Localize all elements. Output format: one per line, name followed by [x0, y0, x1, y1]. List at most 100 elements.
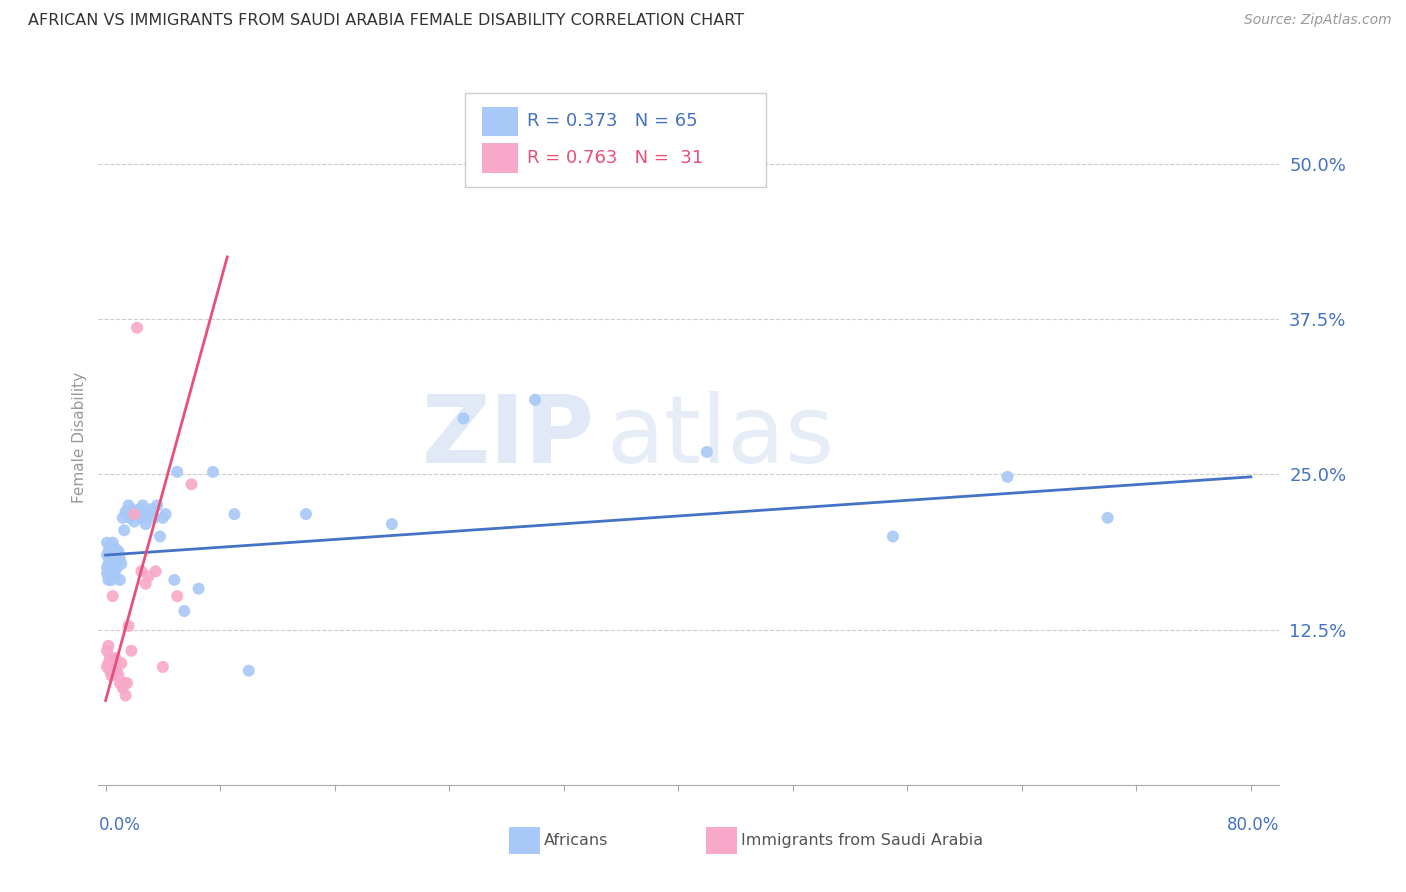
- Point: [155, 507, 177, 521]
- FancyBboxPatch shape: [482, 106, 517, 136]
- Point: [97, 564, 120, 578]
- Point: [129, 502, 152, 516]
- Point: [103, 660, 125, 674]
- Point: [238, 664, 260, 678]
- Point: [108, 551, 131, 566]
- Point: [100, 657, 122, 671]
- Point: [98, 540, 121, 554]
- Point: [131, 511, 153, 525]
- Point: [108, 676, 131, 690]
- Point: [146, 499, 169, 513]
- Text: 80.0%: 80.0%: [1227, 816, 1279, 834]
- Point: [224, 507, 246, 521]
- Point: [187, 582, 209, 596]
- Point: [152, 660, 174, 674]
- Point: [110, 657, 132, 671]
- Point: [114, 505, 136, 519]
- Point: [110, 557, 132, 571]
- Text: Immigrants from Saudi Arabia: Immigrants from Saudi Arabia: [741, 833, 983, 847]
- Point: [101, 589, 124, 603]
- Point: [97, 544, 120, 558]
- Point: [122, 515, 145, 529]
- Point: [125, 507, 148, 521]
- FancyBboxPatch shape: [464, 93, 766, 186]
- Text: R = 0.373   N = 65: R = 0.373 N = 65: [527, 112, 697, 130]
- Point: [100, 544, 122, 558]
- Point: [98, 569, 121, 583]
- Point: [101, 564, 124, 578]
- Text: atlas: atlas: [606, 391, 835, 483]
- Point: [138, 507, 160, 521]
- Point: [145, 564, 167, 578]
- Point: [135, 516, 157, 531]
- Point: [453, 411, 475, 425]
- Point: [104, 541, 127, 556]
- Point: [96, 660, 118, 674]
- Point: [104, 569, 127, 583]
- Point: [166, 589, 188, 603]
- Point: [117, 619, 139, 633]
- Point: [97, 557, 120, 571]
- Point: [101, 535, 124, 549]
- Point: [122, 507, 145, 521]
- Point: [115, 507, 138, 521]
- Point: [149, 529, 172, 543]
- Point: [101, 651, 124, 665]
- Point: [105, 560, 128, 574]
- Point: [96, 566, 118, 581]
- Point: [115, 676, 138, 690]
- Point: [111, 681, 134, 695]
- Text: 0.0%: 0.0%: [98, 816, 141, 834]
- Point: [105, 548, 128, 562]
- Point: [173, 604, 195, 618]
- Point: [997, 470, 1019, 484]
- Point: [381, 516, 404, 531]
- Point: [104, 651, 127, 665]
- Point: [125, 320, 148, 334]
- Point: [107, 544, 129, 558]
- Point: [882, 529, 904, 543]
- Point: [101, 569, 124, 583]
- Point: [96, 535, 118, 549]
- Text: Source: ZipAtlas.com: Source: ZipAtlas.com: [1244, 13, 1392, 28]
- Point: [105, 664, 128, 678]
- Point: [98, 664, 121, 678]
- Point: [120, 502, 142, 516]
- Point: [100, 573, 122, 587]
- Point: [100, 557, 122, 571]
- Point: [180, 477, 202, 491]
- Point: [117, 499, 139, 513]
- Point: [96, 560, 118, 574]
- Text: Africans: Africans: [544, 833, 609, 847]
- Point: [101, 551, 124, 566]
- Point: [524, 392, 547, 407]
- Point: [132, 499, 155, 513]
- Point: [97, 657, 120, 671]
- Point: [152, 511, 174, 525]
- Point: [103, 560, 125, 574]
- Point: [131, 564, 153, 578]
- Point: [166, 465, 188, 479]
- Point: [114, 689, 136, 703]
- Text: ZIP: ZIP: [422, 391, 595, 483]
- Point: [98, 651, 121, 665]
- Point: [107, 668, 129, 682]
- Point: [120, 644, 142, 658]
- Point: [118, 511, 141, 525]
- Point: [96, 644, 118, 658]
- Point: [135, 576, 157, 591]
- Point: [163, 573, 186, 587]
- Point: [112, 523, 135, 537]
- Point: [112, 676, 135, 690]
- Point: [141, 502, 163, 516]
- Point: [295, 507, 318, 521]
- Point: [138, 569, 160, 583]
- Point: [98, 551, 121, 566]
- FancyBboxPatch shape: [482, 144, 517, 173]
- Point: [134, 507, 156, 521]
- Point: [103, 548, 125, 562]
- Point: [121, 507, 143, 521]
- Point: [111, 511, 134, 525]
- Point: [108, 573, 131, 587]
- Point: [696, 445, 718, 459]
